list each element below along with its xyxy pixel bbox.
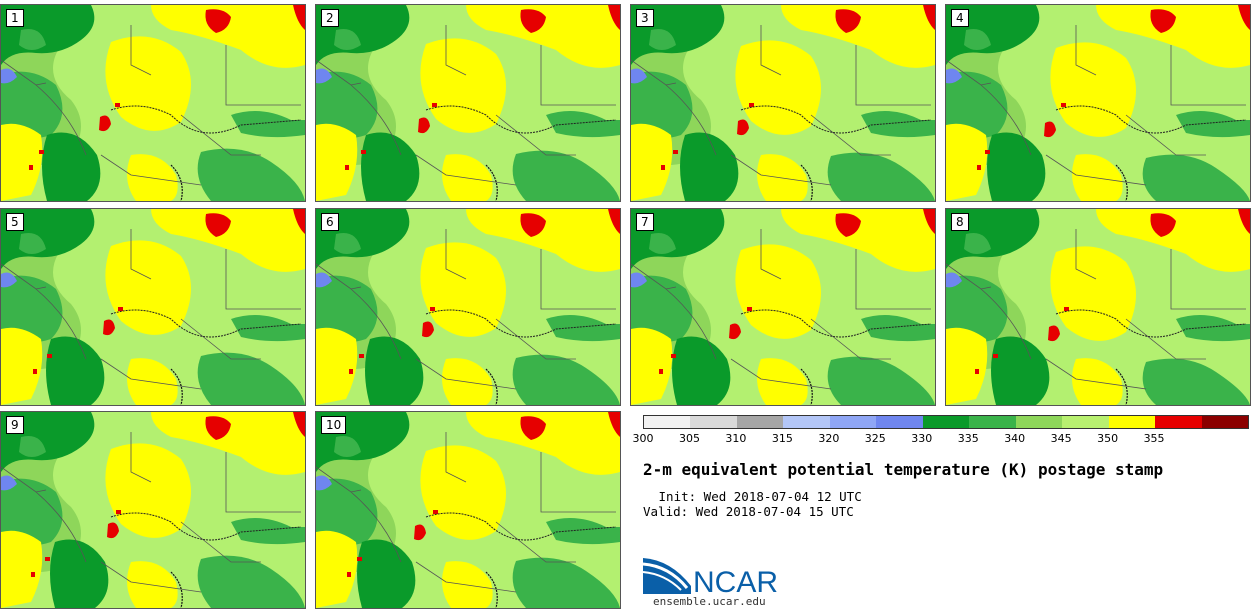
init-time: Init: Wed 2018-07-04 12 UTC bbox=[651, 489, 862, 504]
postage-stamp-9: 9 bbox=[0, 411, 306, 609]
colorbar-segment bbox=[1108, 416, 1156, 428]
logo-url: ensemble.ucar.edu bbox=[653, 595, 766, 608]
colorbar-segment bbox=[1015, 416, 1063, 428]
postage-stamp-3: 3 bbox=[630, 4, 936, 202]
postage-stamp-5: 5 bbox=[0, 208, 306, 406]
colorbar-tick-label: 315 bbox=[771, 432, 793, 445]
colorbar-tick-label: 300 bbox=[632, 432, 654, 445]
member-number: 10 bbox=[321, 416, 347, 434]
colorbar bbox=[643, 415, 1249, 429]
postage-stamp-7: 7 bbox=[630, 208, 936, 406]
colorbar-segment bbox=[829, 416, 877, 428]
member-number: 8 bbox=[951, 213, 969, 231]
colorbar-segment bbox=[1155, 416, 1202, 428]
logo-text: NCAR bbox=[693, 566, 778, 596]
colorbar-segment bbox=[690, 416, 737, 428]
postage-stamp-10: 10 bbox=[315, 411, 621, 609]
member-number: 2 bbox=[321, 9, 339, 27]
member-number: 7 bbox=[636, 213, 654, 231]
colorbar-tick-label: 320 bbox=[818, 432, 840, 445]
member-number: 4 bbox=[951, 9, 969, 27]
colorbar-tick-label: 350 bbox=[1097, 432, 1119, 445]
member-number: 1 bbox=[6, 9, 24, 27]
ncar-logo: NCAR bbox=[641, 552, 791, 600]
colorbar-tick-label: 330 bbox=[911, 432, 933, 445]
colorbar-tick-label: 310 bbox=[725, 432, 747, 445]
colorbar-segment bbox=[1062, 416, 1109, 428]
colorbar-tick-label: 340 bbox=[1004, 432, 1026, 445]
figure-title: 2-m equivalent potential temperature (K)… bbox=[643, 460, 1164, 479]
colorbar-segment bbox=[1201, 416, 1249, 428]
postage-stamp-4: 4 bbox=[945, 4, 1251, 202]
postage-stamp-8: 8 bbox=[945, 208, 1251, 406]
member-number: 5 bbox=[6, 213, 24, 231]
colorbar-segment bbox=[969, 416, 1016, 428]
postage-stamp-1: 1 bbox=[0, 4, 306, 202]
colorbar-tick-label: 325 bbox=[864, 432, 886, 445]
colorbar-tick-label: 335 bbox=[957, 432, 979, 445]
colorbar-tick-label: 305 bbox=[678, 432, 700, 445]
member-number: 3 bbox=[636, 9, 654, 27]
postage-stamp-6: 6 bbox=[315, 208, 621, 406]
colorbar-segment bbox=[736, 416, 784, 428]
member-number: 9 bbox=[6, 416, 24, 434]
postage-stamp-2: 2 bbox=[315, 4, 621, 202]
colorbar-segment bbox=[644, 416, 691, 428]
colorbar-segment bbox=[876, 416, 923, 428]
colorbar-tick-label: 345 bbox=[1050, 432, 1072, 445]
colorbar-segment bbox=[922, 416, 970, 428]
valid-time: Valid: Wed 2018-07-04 15 UTC bbox=[643, 504, 854, 519]
colorbar-tick-label: 355 bbox=[1143, 432, 1165, 445]
member-number: 6 bbox=[321, 213, 339, 231]
colorbar-segment bbox=[783, 416, 830, 428]
